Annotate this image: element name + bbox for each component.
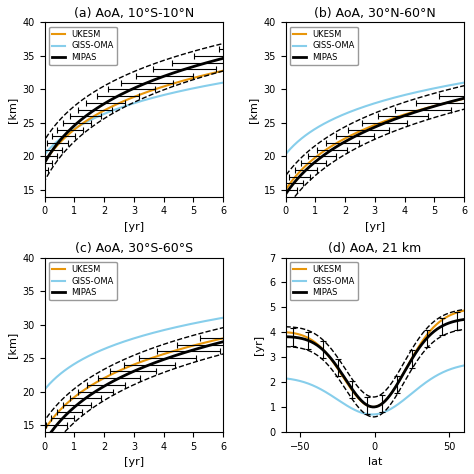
Legend: UKESM, GISS-OMA, MIPAS: UKESM, GISS-OMA, MIPAS — [49, 262, 117, 301]
Title: (c) AoA, 30°S-60°S: (c) AoA, 30°S-60°S — [75, 242, 193, 255]
Y-axis label: [km]: [km] — [7, 96, 17, 123]
X-axis label: [yr]: [yr] — [124, 457, 144, 467]
Y-axis label: [km]: [km] — [248, 96, 258, 123]
Legend: UKESM, GISS-OMA, MIPAS: UKESM, GISS-OMA, MIPAS — [290, 262, 358, 301]
X-axis label: [yr]: [yr] — [124, 222, 144, 232]
Title: (b) AoA, 30°N-60°N: (b) AoA, 30°N-60°N — [314, 7, 436, 20]
Title: (a) AoA, 10°S-10°N: (a) AoA, 10°S-10°N — [74, 7, 194, 20]
Legend: UKESM, GISS-OMA, MIPAS: UKESM, GISS-OMA, MIPAS — [290, 27, 358, 65]
X-axis label: lat: lat — [368, 457, 382, 467]
Title: (d) AoA, 21 km: (d) AoA, 21 km — [328, 242, 421, 255]
X-axis label: [yr]: [yr] — [365, 222, 385, 232]
Y-axis label: [km]: [km] — [7, 332, 17, 358]
Y-axis label: [yr]: [yr] — [254, 335, 264, 355]
Legend: UKESM, GISS-OMA, MIPAS: UKESM, GISS-OMA, MIPAS — [49, 27, 117, 65]
